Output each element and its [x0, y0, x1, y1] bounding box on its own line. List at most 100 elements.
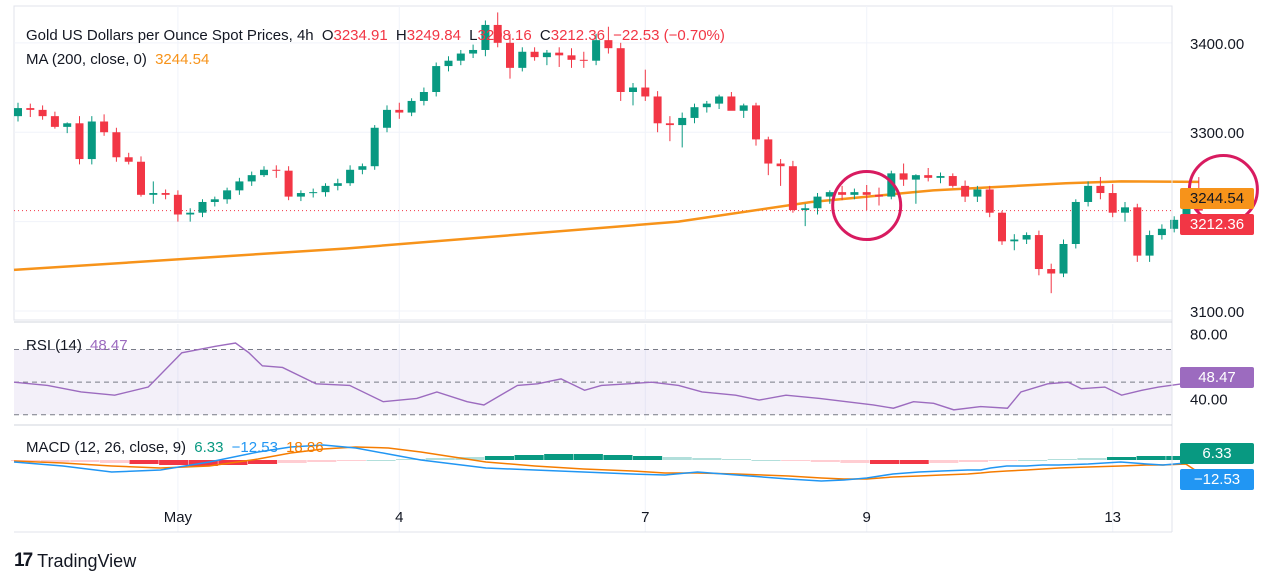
candle-up [432, 66, 441, 92]
macd-histogram-bar [721, 459, 751, 460]
candle-up [309, 192, 318, 194]
candle-down [924, 175, 933, 178]
macd-histogram-bar [129, 460, 159, 464]
price-tick-label: 3100.00 [1190, 304, 1244, 321]
macd-histogram-bar [1077, 458, 1107, 460]
macd-line [13, 444, 1200, 482]
candle-up [1170, 219, 1179, 229]
rsi-legend: RSI (14) 48.47 [26, 337, 132, 354]
candles-layer[interactable] [14, 12, 1203, 294]
candle-down [604, 40, 613, 49]
rsi-tick-label: 40.00 [1190, 391, 1228, 408]
time-tick-label: 9 [863, 509, 871, 526]
candle-up [1022, 235, 1031, 240]
candle-up [1121, 207, 1129, 213]
macd-histogram-bar [1106, 457, 1137, 460]
macd-histogram-bar [277, 460, 307, 463]
candle-down [1108, 193, 1117, 213]
candle-down [764, 139, 773, 164]
macd-histogram-bar [1018, 460, 1048, 461]
macd-histogram-bar [1047, 459, 1077, 460]
candle-up [678, 117, 687, 126]
ma-legend-value: 3244.54 [155, 51, 210, 68]
candle-down [875, 194, 883, 197]
candle-down [493, 24, 502, 43]
change-value: −22.53 (−0.70%) [613, 27, 725, 44]
candle-up [186, 212, 195, 215]
candle-down [272, 169, 281, 171]
macd-histogram-bar [70, 460, 100, 462]
macd-histogram-bar [929, 460, 959, 463]
macd-histogram-bar [751, 460, 781, 461]
candle-down [579, 59, 588, 61]
candle-up [444, 60, 453, 67]
low-value: 3208.16 [477, 27, 532, 44]
candle-down [1034, 235, 1043, 270]
candle-up [456, 53, 465, 61]
open-label: O [321, 27, 334, 44]
candle-up [223, 190, 232, 200]
macd-histogram-bar [603, 455, 633, 460]
macd-histogram-bar [11, 460, 41, 461]
macd-histogram-bar [573, 454, 603, 460]
candle-down [998, 212, 1006, 242]
ma-legend-label: MA (200, close, 0) [26, 51, 147, 68]
candle-up [358, 166, 367, 170]
candle-up [973, 189, 982, 197]
candle-up [198, 201, 207, 213]
candle-up [825, 192, 834, 197]
price-tick-label: 3300.00 [1190, 125, 1244, 142]
candle-down [555, 52, 564, 56]
candle-down [727, 96, 736, 111]
candle-down [284, 170, 293, 197]
candle-down [124, 157, 133, 162]
candle-down [50, 116, 59, 127]
time-tick-label: 7 [641, 509, 649, 526]
candle-up [801, 208, 810, 211]
candle-down [137, 161, 145, 195]
candle-up [14, 108, 22, 117]
high-value: 3249.84 [406, 27, 461, 44]
annotation-circle [831, 170, 903, 242]
macd-signal-tag: −12.53 [1180, 469, 1254, 490]
candle-up [149, 193, 158, 195]
macd-histogram-bar [840, 460, 870, 463]
candle-down [985, 189, 994, 213]
candle-up [739, 105, 748, 111]
close-value: 3212.36 [550, 27, 605, 44]
ma-legend: MA (200, close, 0) 3244.54 [26, 51, 213, 68]
candle-down [100, 121, 109, 133]
candle-down [567, 55, 576, 60]
chart-header: Gold US Dollars per Ounce Spot Prices, 4… [26, 27, 729, 44]
time-tick-label: 4 [395, 509, 403, 526]
rsi-pane: 40.00 80.00 [13, 326, 1228, 416]
tradingview-logo[interactable]: 17 TradingView [14, 550, 136, 572]
macd-histogram-bar [247, 460, 278, 464]
candle-down [776, 163, 785, 167]
candle-down [112, 132, 121, 158]
candle-up [592, 40, 601, 61]
macd-histogram-bar [159, 460, 189, 465]
tradingview-wordmark: TradingView [37, 550, 137, 571]
candle-down [665, 123, 674, 126]
time-tick-label: 13 [1104, 509, 1121, 526]
moving-average-line [13, 180, 1199, 272]
candle-up [469, 49, 478, 54]
macd-histogram-bar [544, 454, 574, 460]
candle-up [813, 196, 822, 209]
macd-hist-tag: 6.33 [1180, 443, 1254, 464]
candle-up [1084, 185, 1093, 202]
candle-up [481, 24, 490, 50]
low-label: L [469, 27, 478, 44]
tradingview-logo-icon: 17 [14, 550, 33, 571]
candle-up [419, 92, 428, 101]
macd-histogram-bar [781, 460, 811, 461]
ma-price-tag: 3244.54 [1180, 188, 1254, 209]
candle-up [1145, 235, 1154, 256]
candle-down [1096, 185, 1105, 194]
macd-histogram-bar [662, 457, 692, 460]
macd-histogram-bar [336, 460, 366, 461]
macd-legend-macd: −12.53 [231, 439, 278, 456]
macd-legend-label: MACD (12, 26, close, 9) [26, 439, 187, 456]
